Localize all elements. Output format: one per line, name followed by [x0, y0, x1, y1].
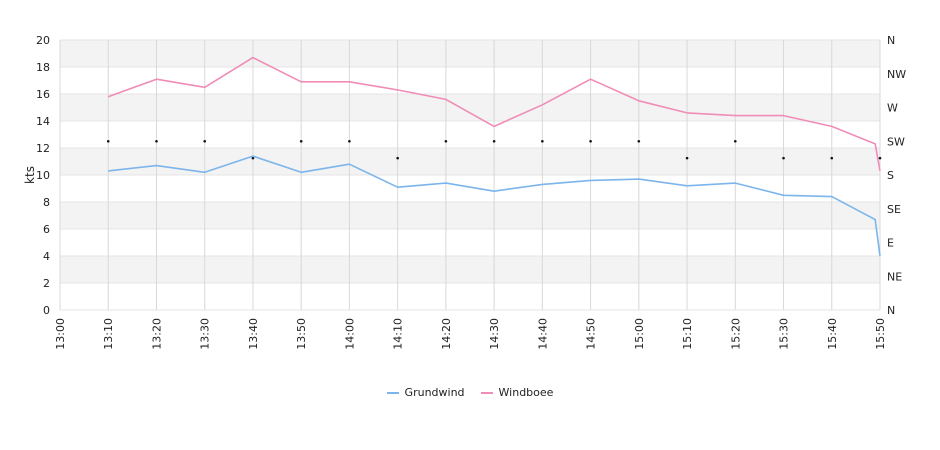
direction-marker	[733, 139, 737, 143]
y-tick-label: 6	[43, 223, 50, 236]
legend-swatch-windboee	[480, 391, 493, 394]
direction-marker	[541, 139, 544, 143]
direction-tick-label: N	[887, 304, 895, 317]
plot-band	[60, 94, 880, 121]
direction-marker	[830, 156, 834, 160]
x-tick-label: 15:00	[633, 318, 646, 350]
direction-marker	[348, 139, 351, 143]
x-tick-label: 14:40	[536, 318, 549, 350]
plot-bands	[60, 39, 880, 311]
plot-band	[60, 40, 880, 67]
x-tick-label: 15:20	[729, 318, 742, 350]
x-tick-label: 15:50	[874, 318, 887, 350]
direction-marker	[203, 139, 207, 143]
plot-band	[60, 256, 880, 283]
series-line-windboee	[107, 56, 881, 172]
direction-tick-label: W	[887, 102, 898, 115]
legend-swatch-grundwind	[386, 391, 399, 394]
series-lines	[107, 56, 881, 257]
y-tick-label: 12	[36, 142, 50, 155]
x-tick-label: 13:20	[150, 318, 163, 350]
plot-band	[60, 283, 880, 310]
y-tick-label: 8	[43, 196, 50, 209]
x-tick-label: 15:30	[778, 318, 791, 350]
x-tick-label: 15:10	[681, 318, 694, 350]
direction-tick-label: NW	[887, 68, 906, 81]
x-tick-label: 14:50	[585, 318, 598, 350]
direction-tick-label: NE	[887, 270, 902, 283]
direction-tick-label: SW	[887, 135, 905, 148]
x-tick-label: 13:50	[295, 318, 308, 350]
plot-band	[60, 229, 880, 256]
y-tick-label: 0	[43, 304, 50, 317]
direction-marker	[782, 156, 785, 160]
direction-marker	[637, 139, 641, 143]
direction-marker	[492, 139, 496, 143]
direction-tick-label: N	[887, 34, 895, 47]
x-tick-label: 13:30	[199, 318, 212, 350]
plot-band	[60, 175, 880, 202]
y-tick-label: 2	[43, 277, 50, 290]
direction-markers	[106, 139, 882, 160]
direction-marker	[878, 156, 882, 160]
plot-band	[60, 121, 880, 148]
plot-band	[60, 67, 880, 94]
direction-tick-label: SE	[887, 203, 901, 216]
direction-marker	[444, 139, 448, 143]
legend-item-windboee[interactable]: Windboee	[480, 386, 554, 399]
legend-label-windboee: Windboee	[498, 386, 554, 399]
y-axis-label: kts	[23, 166, 37, 184]
direction-tick-label: S	[887, 169, 894, 182]
series-line-grundwind	[108, 155, 881, 257]
x-tick-label: 15:40	[826, 318, 839, 350]
legend-label-grundwind: Grundwind	[404, 386, 465, 399]
legend: Grundwind Windboee	[0, 386, 940, 399]
y-axis-ticks: 0 2 4 6 8 10 12 14 16 18 20	[36, 34, 50, 317]
x-tick-label: 14:20	[440, 318, 453, 350]
x-tick-label: 13:10	[102, 318, 115, 350]
y-tick-label: 10	[36, 169, 50, 182]
y-tick-label: 14	[36, 115, 50, 128]
x-tick-label: 14:30	[488, 318, 501, 350]
direction-marker	[251, 156, 255, 160]
plot-band	[60, 202, 880, 229]
direction-marker	[589, 139, 592, 143]
y-tick-label: 16	[36, 88, 50, 101]
x-tick-label: 13:40	[247, 318, 260, 350]
direction-tick-label: E	[887, 237, 894, 250]
direction-marker	[155, 139, 158, 143]
y-tick-label: 4	[43, 250, 50, 263]
direction-marker	[299, 139, 303, 143]
x-tick-label: 14:10	[392, 318, 405, 350]
y-tick-label: 18	[36, 61, 50, 74]
x-axis-ticks: 13:00 13:10 13:20 13:30 13:40 13:50 14:00 14:10…	[54, 318, 887, 350]
vertical-gridlines	[59, 40, 881, 310]
direction-marker	[396, 156, 399, 160]
x-tick-label: 13:00	[54, 318, 67, 350]
plot-band	[60, 148, 880, 175]
direction-marker	[106, 139, 110, 143]
legend-item-grundwind[interactable]: Grundwind	[386, 386, 465, 399]
y-tick-label: 20	[36, 34, 50, 47]
x-tick-label: 14:00	[343, 318, 356, 350]
direction-marker	[685, 156, 689, 160]
direction-axis-ticks: N NE E SE S SW W NW N	[887, 34, 906, 317]
